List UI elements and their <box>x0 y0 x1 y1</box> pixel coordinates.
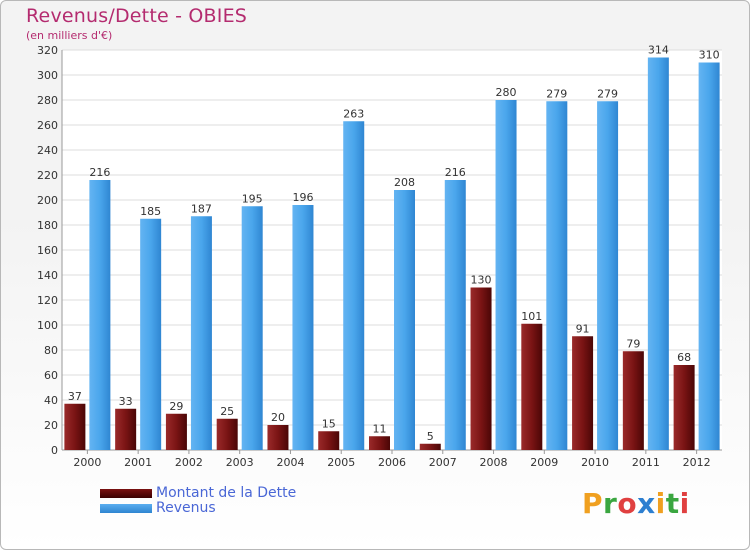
logo-letter: o <box>617 487 638 520</box>
y-tick-label: 100 <box>37 319 58 332</box>
data-label: 5 <box>427 430 434 443</box>
bar-revenus <box>292 205 314 450</box>
bar-dette <box>521 323 543 450</box>
bar-revenus <box>190 216 212 450</box>
bar-revenus <box>241 206 263 450</box>
bar-dette <box>165 413 187 450</box>
x-tick-label: 2001 <box>124 456 152 469</box>
bar-dette <box>572 336 594 450</box>
y-tick-label: 40 <box>44 394 58 407</box>
bar-revenus <box>89 180 111 450</box>
bar-revenus <box>546 101 568 450</box>
chart-title: Revenus/Dette - OBIES <box>26 5 248 27</box>
data-label: 29 <box>169 400 183 413</box>
chart-subtitle: (en milliers d'€) <box>26 29 113 42</box>
data-label: 279 <box>546 87 567 100</box>
data-label: 101 <box>521 310 542 323</box>
data-label: 91 <box>576 322 590 335</box>
x-tick-label: 2005 <box>327 456 355 469</box>
logo-letter: r <box>603 487 618 520</box>
y-tick-label: 300 <box>37 69 58 82</box>
y-tick-label: 20 <box>44 419 58 432</box>
y-tick-label: 280 <box>37 94 58 107</box>
bar-dette <box>115 408 137 450</box>
legend-swatch-revenus <box>100 504 152 513</box>
logo-letter: i <box>679 487 690 520</box>
bar-dette <box>216 418 238 450</box>
data-label: 33 <box>119 395 133 408</box>
data-label: 208 <box>394 176 415 189</box>
logo-letter: x <box>637 487 656 520</box>
bar-revenus <box>698 62 720 450</box>
data-label: 37 <box>68 390 82 403</box>
x-tick-label: 2011 <box>632 456 660 469</box>
bar-revenus <box>444 180 466 450</box>
legend-swatch-dette <box>100 489 152 498</box>
bar-revenus <box>647 57 669 450</box>
data-label: 263 <box>343 107 364 120</box>
y-tick-label: 180 <box>37 219 58 232</box>
bar-revenus <box>140 218 162 450</box>
data-label: 314 <box>648 44 669 57</box>
data-label: 20 <box>271 411 285 424</box>
y-tick-label: 240 <box>37 144 58 157</box>
data-label: 187 <box>191 202 212 215</box>
legend-label-revenus: Revenus <box>156 500 216 516</box>
logo-letter: t <box>665 487 680 520</box>
y-tick-label: 260 <box>37 119 58 132</box>
x-tick-label: 2012 <box>683 456 711 469</box>
y-tick-label: 320 <box>37 44 58 57</box>
y-tick-label: 160 <box>37 244 58 257</box>
data-label: 68 <box>677 351 691 364</box>
bar-dette <box>369 436 390 450</box>
y-tick-label: 140 <box>37 269 58 282</box>
x-tick-label: 2004 <box>276 456 304 469</box>
x-tick-label: 2007 <box>429 456 457 469</box>
y-tick-label: 80 <box>44 344 58 357</box>
x-tick-label: 2003 <box>226 456 254 469</box>
logo-letter: i <box>655 487 666 520</box>
data-label: 195 <box>242 192 263 205</box>
data-label: 310 <box>699 49 720 62</box>
bar-dette <box>318 431 340 450</box>
y-tick-label: 60 <box>44 369 58 382</box>
x-tick-label: 2008 <box>480 456 508 469</box>
data-label: 130 <box>471 274 492 287</box>
bar-dette <box>64 403 86 450</box>
data-label: 79 <box>626 337 640 350</box>
proxiti-logo: Proxiti <box>582 487 690 520</box>
y-tick-label: 200 <box>37 194 58 207</box>
bar-dette <box>673 365 695 450</box>
bar-revenus <box>495 100 517 450</box>
data-label: 11 <box>373 422 387 435</box>
y-tick-label: 220 <box>37 169 58 182</box>
data-label: 216 <box>445 166 466 179</box>
data-label: 185 <box>140 205 161 218</box>
x-tick-label: 2006 <box>378 456 406 469</box>
data-label: 196 <box>292 191 313 204</box>
bar-revenus <box>394 190 415 450</box>
x-tick-label: 2002 <box>175 456 203 469</box>
data-label: 216 <box>89 166 110 179</box>
data-label: 15 <box>322 417 336 430</box>
x-tick-label: 2000 <box>73 456 101 469</box>
bar-dette <box>267 425 289 450</box>
x-tick-label: 2009 <box>530 456 558 469</box>
x-tick-label: 2010 <box>581 456 609 469</box>
data-label: 25 <box>220 405 234 418</box>
bar-revenus <box>343 121 365 450</box>
y-tick-label: 120 <box>37 294 58 307</box>
legend-label-dette: Montant de la Dette <box>156 485 297 501</box>
data-label: 280 <box>496 86 517 99</box>
bar-revenus <box>597 101 619 450</box>
data-label: 279 <box>597 87 618 100</box>
logo-letter: P <box>582 487 604 520</box>
bar-dette <box>470 287 492 450</box>
y-tick-label: 0 <box>51 444 58 457</box>
bar-dette <box>622 351 644 450</box>
bar-dette <box>419 443 441 450</box>
